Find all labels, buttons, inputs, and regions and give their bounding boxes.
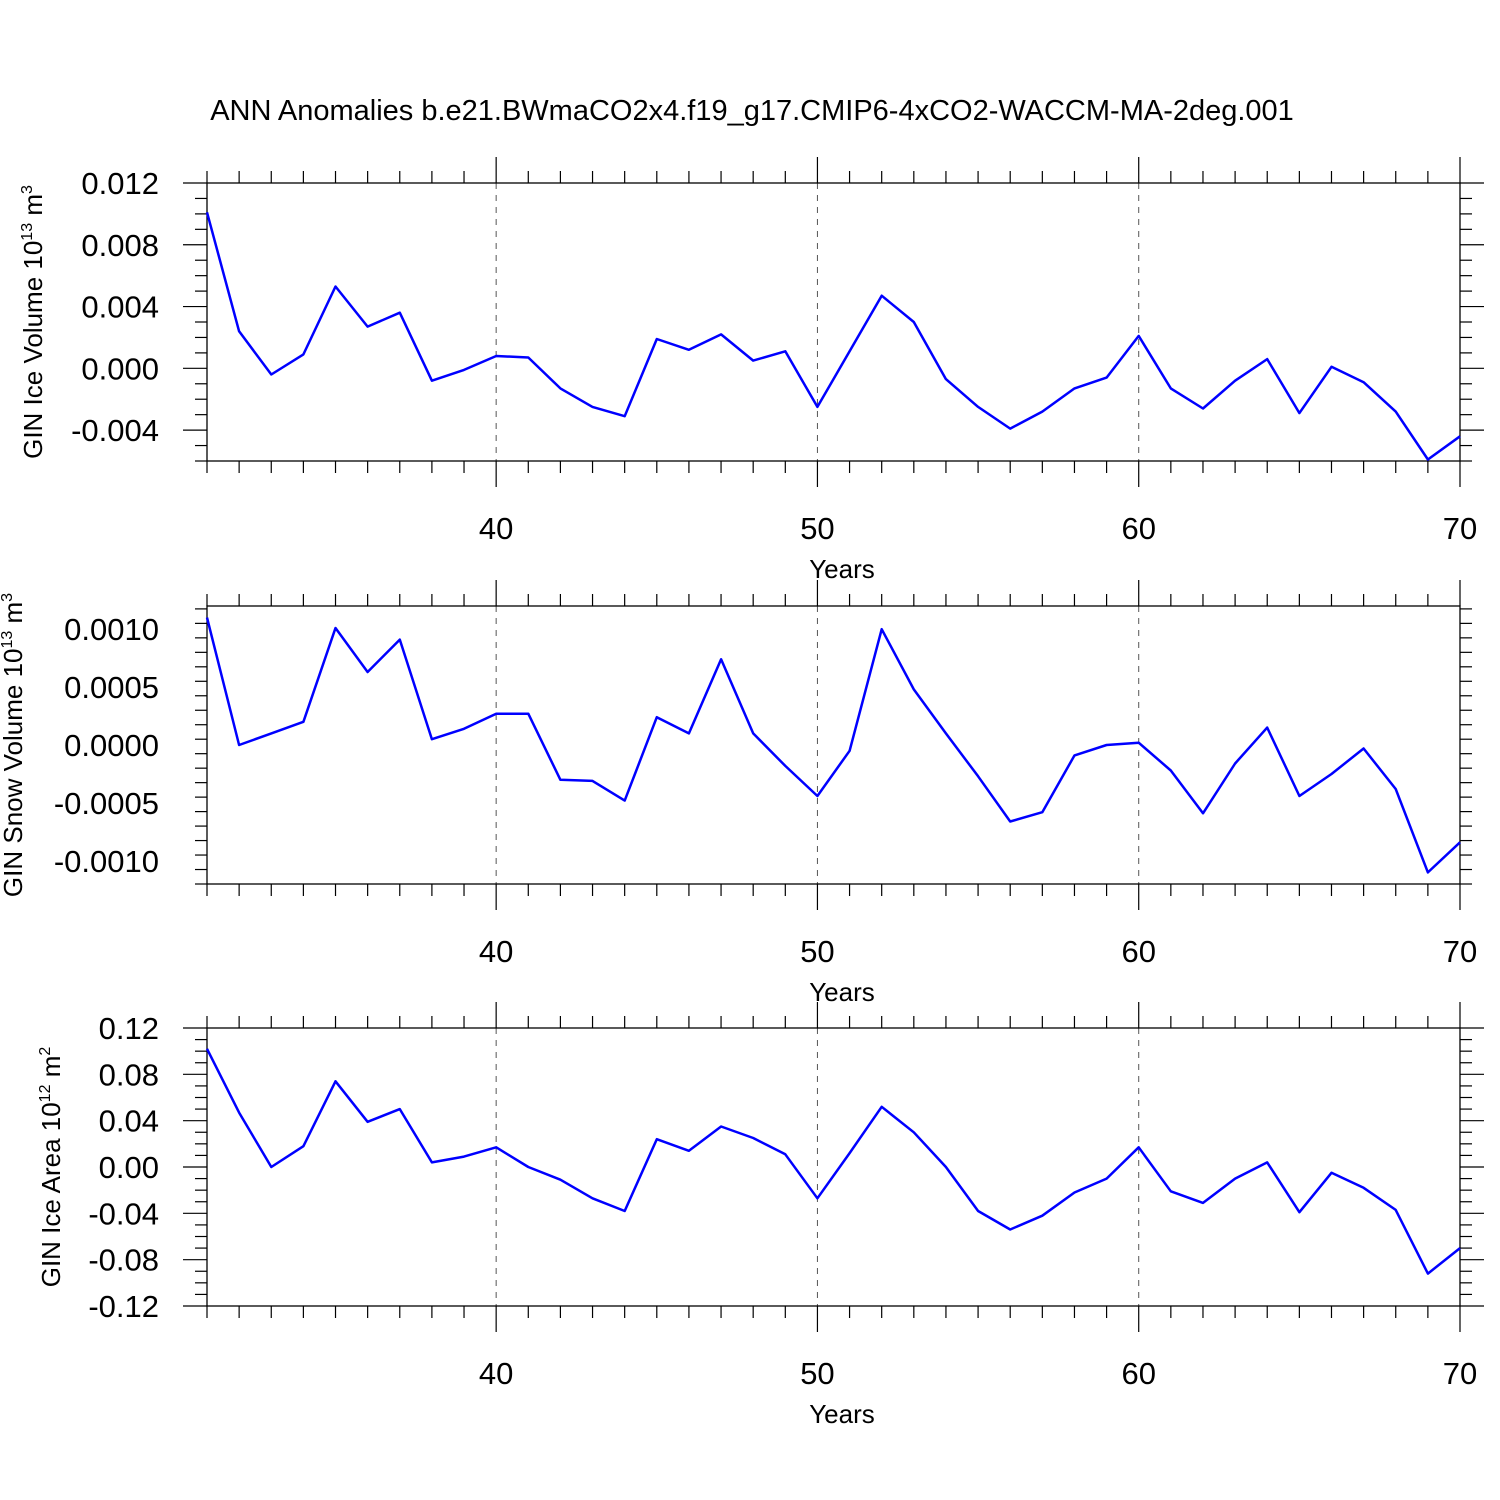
y-axis-title-unit-exponent: 2 xyxy=(37,1047,54,1056)
x-axis-title: Years xyxy=(809,554,875,584)
x-tick-label: 70 xyxy=(1443,511,1477,546)
x-tick-label: 60 xyxy=(1121,934,1155,969)
tick-layer xyxy=(195,580,1472,910)
y-tick-label: 0.0005 xyxy=(64,670,159,705)
y-axis-title: GIN Snow Volume 1013 m3 xyxy=(0,593,28,897)
y-tick-label: -0.0010 xyxy=(54,844,159,879)
y-axis-title-exponent: 13 xyxy=(0,631,16,649)
y-tick-label: 0.008 xyxy=(81,228,159,263)
tick-label-layer: 40 50 60 70 -0.0010 -0.0005 0.0000 0.0005 0.0010 xyxy=(54,612,1477,969)
panel-grid-layer xyxy=(495,606,1140,884)
y-tick-label: 0.004 xyxy=(81,290,159,325)
x-tick-label: 40 xyxy=(479,934,513,969)
y-axis-title: GIN Ice Volume 1013 m3 xyxy=(18,185,48,459)
y-axis-title-unit: m xyxy=(36,1056,66,1085)
y-axis-title-text: GIN Ice Area 10 xyxy=(36,1102,66,1287)
x-tick-label: 40 xyxy=(479,1356,513,1391)
y-tick-label: 0.08 xyxy=(99,1057,159,1092)
y-tick-label: 0.04 xyxy=(99,1104,159,1139)
tick-layer xyxy=(183,157,1484,487)
y-axis-title: GIN Ice Area 1012 m2 xyxy=(36,1047,66,1288)
plot-frame xyxy=(206,182,1461,462)
y-axis-title-exponent: 13 xyxy=(19,223,36,241)
y-axis-title-text: GIN Ice Volume 10 xyxy=(18,241,48,459)
panel-ice-area: 40 50 60 70-0.12-0.08-0.040.000.040.080.12 … xyxy=(36,1002,1484,1429)
x-tick-label: 50 xyxy=(800,934,834,969)
x-tick-label: 70 xyxy=(1443,1356,1477,1391)
panel-snow-volume: 40 50 60 70 -0.0010 -0.0005 0.0000 0.0005 0.0010… xyxy=(0,580,1477,1007)
series-line-ice-volume xyxy=(205,211,1461,461)
y-tick-label: 0.000 xyxy=(81,351,159,386)
panel-grid-layer xyxy=(495,183,1140,461)
series-line-snow-volume xyxy=(205,617,1461,874)
y-tick-label: 0.00 xyxy=(99,1150,159,1185)
plot-frame xyxy=(206,1027,1461,1307)
y-tick-label: -0.0005 xyxy=(54,786,159,821)
y-axis-title-text: GIN Snow Volume 10 xyxy=(0,649,28,898)
y-tick-label: 0.0010 xyxy=(64,612,159,647)
x-tick-label: 40 xyxy=(479,511,513,546)
plot-frame xyxy=(206,605,1461,885)
y-axis-title-unit-exponent: 3 xyxy=(0,593,16,602)
x-tick-label: 60 xyxy=(1121,1356,1155,1391)
x-axis-title: Years xyxy=(809,1399,875,1429)
y-tick-label: -0.004 xyxy=(71,413,159,448)
y-axis-title-unit: m xyxy=(18,194,48,223)
y-tick-label: 0.12 xyxy=(99,1011,159,1046)
panel-ice-volume: 40 50 60 70 -0.004 0.000 0.004 0.008 0.012 Years… xyxy=(18,157,1484,584)
x-tick-label: 70 xyxy=(1443,934,1477,969)
y-axis-title-unit-exponent: 3 xyxy=(19,185,36,194)
chart-title: ANN Anomalies b.e21.BWmaCO2x4.f19_g17.CM… xyxy=(210,95,1294,127)
tick-layer xyxy=(183,1002,1484,1332)
y-axis-title-unit: m xyxy=(0,602,28,631)
panel-grid-layer xyxy=(495,1028,1140,1306)
series-line-ice-area xyxy=(205,1048,1461,1275)
x-tick-label: 60 xyxy=(1121,511,1155,546)
tick-label-layer: 40 50 60 70 -0.12 -0.08 -0.04 0.00 0.04 0.08 0.12 xyxy=(88,1011,1477,1391)
x-tick-label: 50 xyxy=(800,1356,834,1391)
x-tick-label: 50 xyxy=(800,511,834,546)
y-tick-label: -0.12 xyxy=(88,1289,159,1324)
x-axis-title: Years xyxy=(809,977,875,1007)
y-tick-label: -0.04 xyxy=(88,1196,159,1231)
y-tick-label: 0.012 xyxy=(81,166,159,201)
tick-label-layer: 40 50 60 70 -0.004 0.000 0.004 0.008 0.012 xyxy=(71,166,1477,546)
y-axis-title-exponent: 12 xyxy=(37,1084,54,1102)
y-tick-label: 0.0000 xyxy=(64,728,159,763)
y-tick-label: -0.08 xyxy=(88,1243,159,1278)
